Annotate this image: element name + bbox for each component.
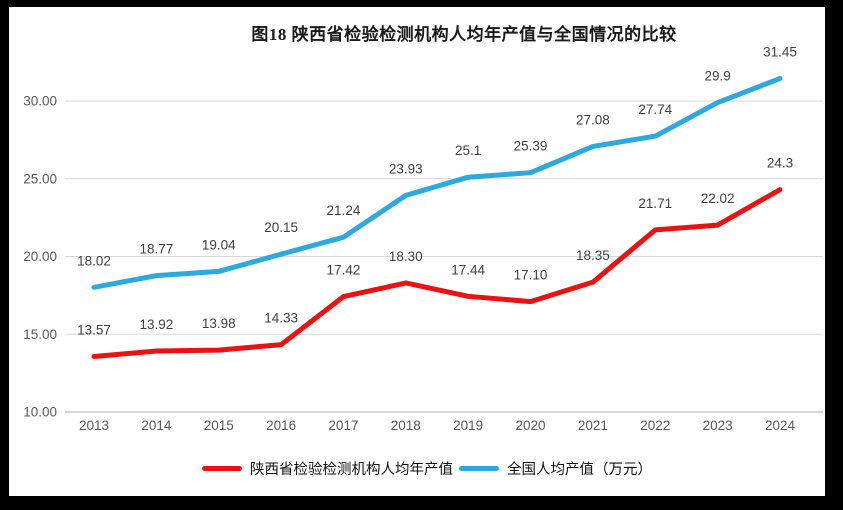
data-label: 17.44 [451,262,485,277]
x-tick-label: 2019 [453,418,483,433]
series-line-shaanxi [91,187,783,359]
x-tick-label: 2014 [141,418,172,433]
data-label: 18.02 [77,253,111,268]
chart-legend: 陕西省检验检测机构人均年产值 全国人均产值（万元） [9,458,825,479]
national-line-swatch-icon [459,466,499,471]
y-tick-label: 15.00 [23,327,57,342]
data-label: 21.71 [638,196,672,211]
x-tick-label: 2017 [328,418,358,433]
data-label: 27.08 [576,112,610,127]
y-tick-label: 20.00 [23,249,57,264]
data-label: 24.3 [767,156,793,171]
x-tick-label: 2016 [266,418,296,433]
data-label: 17.42 [327,263,361,278]
y-tick-label: 10.00 [23,405,57,420]
data-label: 18.35 [576,248,610,263]
data-label: 13.98 [202,316,236,331]
data-label: 19.04 [202,237,236,252]
legend-label-shaanxi: 陕西省检验检测机构人均年产值 [250,462,453,478]
x-tick-label: 2024 [765,418,796,433]
data-label: 29.9 [704,69,730,84]
x-tick-label: 2023 [703,418,733,433]
data-label: 13.92 [139,317,173,332]
line-chart: 30.00 25.00 20.00 15.00 10.00 2013 2014 2015 201… [23,44,823,433]
data-label: 31.45 [763,44,797,59]
x-tick-label: 2018 [391,418,421,433]
legend-label-national: 全国人均产值（万元） [507,462,652,478]
data-label: 20.15 [264,220,298,235]
data-label: 23.93 [389,161,423,176]
chart-panel: 图18 陕西省检验检测机构人均年产值与全国情况的比较 30.00 25.00 20.… [9,7,825,496]
chart-title: 图18 陕西省检验检测机构人均年产值与全国情况的比较 [251,25,677,44]
series-line-national [91,75,783,290]
data-label: 13.57 [77,322,111,337]
x-tick-label: 2021 [578,418,608,433]
shaanxi-line-swatch-icon [202,466,242,471]
data-label: 22.02 [701,191,735,206]
data-label: 27.74 [638,102,672,117]
y-tick-label: 25.00 [23,171,57,186]
data-label: 18.77 [139,242,173,257]
data-label: 14.33 [264,311,298,326]
legend-item-national: 全国人均产值（万元） [459,458,652,479]
data-label: 25.39 [514,139,548,154]
x-tick-label: 2020 [516,418,546,433]
y-tick-label: 30.00 [23,94,57,109]
data-label: 25.1 [455,143,481,158]
data-label: 18.30 [389,249,423,264]
x-tick-label: 2022 [640,418,670,433]
x-tick-label: 2015 [204,418,234,433]
data-label: 17.10 [514,268,548,283]
x-tick-label: 2013 [79,418,109,433]
legend-item-shaanxi: 陕西省检验检测机构人均年产值 [202,458,453,479]
data-label: 21.24 [327,203,361,218]
